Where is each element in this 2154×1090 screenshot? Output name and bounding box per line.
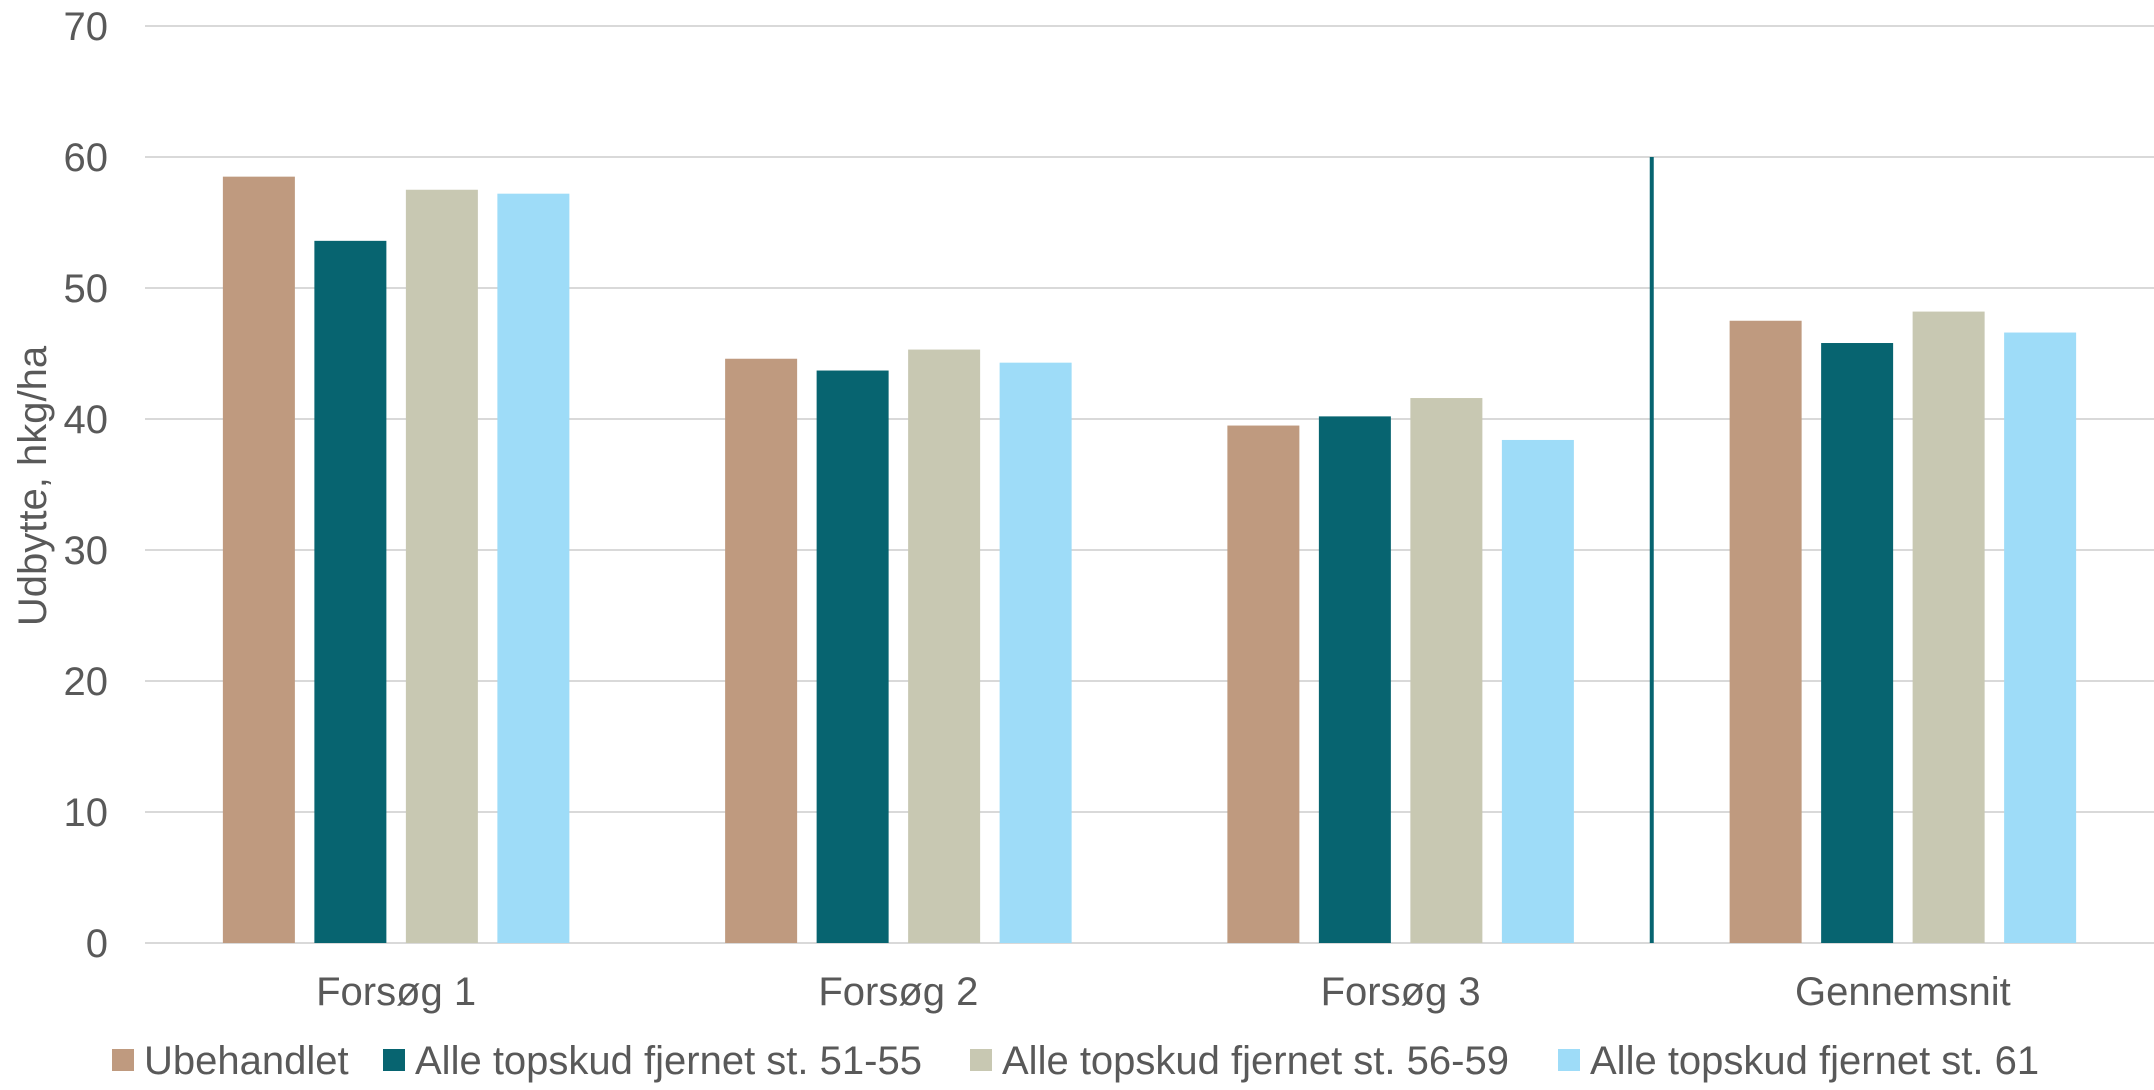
- bar-4-2: [999, 362, 1072, 943]
- bar-4-3: [1501, 439, 1574, 943]
- y-axis-ticks: 0 10 20 30 40 50 60 70: [64, 5, 109, 966]
- legend-swatch: [112, 1049, 134, 1071]
- y-tick-label: 0: [86, 922, 108, 966]
- bar-3-2: [908, 349, 981, 943]
- x-category-label: Forsøg 3: [1321, 970, 1481, 1014]
- bar-4-4: [2004, 332, 2077, 943]
- bar-1-2: [725, 358, 798, 943]
- y-tick-label: 60: [64, 136, 109, 180]
- x-axis-categories: Forsøg 1 Forsøg 2 Forsøg 3 Gennemsnit: [316, 970, 2011, 1014]
- x-category-label: Gennemsnit: [1795, 970, 2011, 1014]
- legend-swatch: [970, 1049, 992, 1071]
- gridlines: [145, 25, 2154, 944]
- legend-swatch: [1558, 1049, 1580, 1071]
- bar-1-1: [222, 176, 295, 943]
- bar-1-3: [1227, 425, 1300, 943]
- y-tick-label: 10: [64, 791, 109, 835]
- legend: Ubehandlet Alle topskud fjernet st. 51-55…: [112, 1039, 2039, 1083]
- bar-1-4: [1729, 320, 1802, 943]
- legend-label: Alle topskud fjernet st. 61: [1590, 1039, 2039, 1083]
- x-category-label: Forsøg 1: [316, 970, 476, 1014]
- bar-2-4: [1821, 343, 1894, 943]
- bar-2-2: [816, 370, 889, 943]
- y-axis-title: Udbytte, hkg/ha: [11, 345, 55, 626]
- y-tick-label: 70: [64, 5, 109, 49]
- bars: [222, 176, 2077, 944]
- bar-3-3: [1410, 398, 1483, 943]
- bar-2-1: [314, 240, 387, 944]
- x-category-label: Forsøg 2: [818, 970, 978, 1014]
- legend-swatch: [383, 1049, 405, 1071]
- legend-label: Alle topskud fjernet st. 51-55: [415, 1039, 922, 1083]
- y-tick-label: 20: [64, 660, 109, 704]
- legend-label: Alle topskud fjernet st. 56-59: [1002, 1039, 1509, 1083]
- bar-3-1: [405, 189, 478, 943]
- bar-4-1: [497, 193, 570, 943]
- bar-3-4: [1912, 311, 1985, 944]
- y-tick-label: 50: [64, 267, 109, 311]
- y-tick-label: 30: [64, 529, 109, 573]
- y-tick-label: 40: [64, 398, 109, 442]
- bar-2-3: [1318, 416, 1391, 943]
- legend-label: Ubehandlet: [144, 1039, 349, 1083]
